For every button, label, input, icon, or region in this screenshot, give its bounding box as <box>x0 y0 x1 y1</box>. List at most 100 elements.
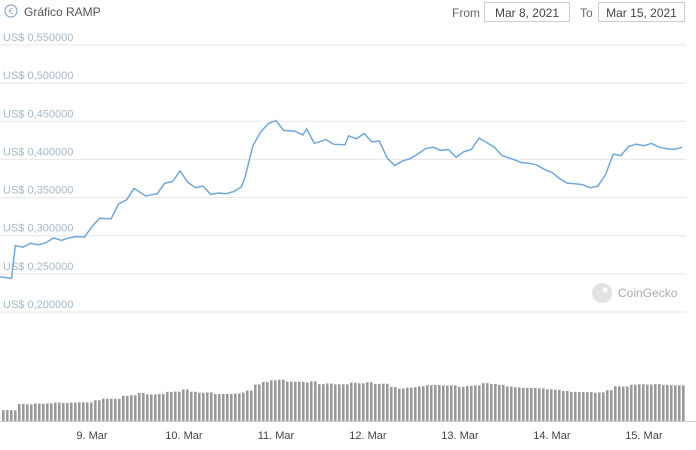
volume-bar <box>134 395 137 421</box>
volume-bar <box>438 384 441 421</box>
price-point <box>681 146 683 148</box>
volume-bar <box>462 386 465 421</box>
volume-bar <box>474 385 477 421</box>
volume-bar <box>114 398 117 421</box>
volume-bar <box>422 386 425 421</box>
volume-bar <box>18 404 21 421</box>
volume-bar <box>418 386 421 421</box>
volume-bar <box>22 404 25 421</box>
volume-bar <box>338 384 341 421</box>
price-point <box>493 146 495 148</box>
price-point <box>409 157 411 159</box>
volume-bar <box>374 383 377 421</box>
volume-bar <box>454 385 457 421</box>
volume-bar <box>498 384 501 421</box>
volume-bar <box>518 387 521 421</box>
price-point <box>673 148 675 150</box>
price-point <box>259 131 261 133</box>
to-date-input[interactable]: Mar 15, 2021 <box>598 2 685 22</box>
y-tick-label: US$ 0,450000 <box>3 108 73 120</box>
volume-bar <box>214 394 217 421</box>
volume-bar <box>366 382 369 421</box>
price-point <box>313 142 315 144</box>
price-point <box>543 168 545 170</box>
volume-bar <box>54 402 57 421</box>
price-point <box>98 217 100 219</box>
price-point <box>110 218 112 220</box>
volume-bar <box>574 391 577 421</box>
volume-bar <box>318 384 321 421</box>
price-point <box>164 182 166 184</box>
price-point <box>635 143 637 145</box>
volume-bar <box>390 387 393 421</box>
volume-bar <box>582 392 585 421</box>
price-point <box>424 148 426 150</box>
volume-bar <box>542 388 545 421</box>
volume-bar <box>402 388 405 421</box>
volume-bar <box>450 385 453 421</box>
price-point <box>210 193 212 195</box>
x-tick-label: 12. Mar <box>349 430 387 442</box>
price-point <box>371 141 373 143</box>
volume-bar <box>550 389 553 421</box>
price-point <box>620 154 622 156</box>
price-point <box>463 151 465 153</box>
chart-header: € Gráfico RAMP From Mar 8, 2021 To Mar 1… <box>0 0 696 30</box>
price-point <box>171 180 173 182</box>
volume-bar <box>662 384 665 421</box>
volume-bar <box>254 384 257 421</box>
volume-bar <box>330 383 333 421</box>
volume-bar <box>646 384 649 421</box>
x-tick-label: 15. Mar <box>625 430 663 442</box>
price-point <box>187 181 189 183</box>
from-date-input[interactable]: Mar 8, 2021 <box>484 2 570 22</box>
price-point <box>179 170 181 172</box>
volume-bar <box>206 392 209 421</box>
volume-bar <box>238 393 241 421</box>
volume-bar <box>278 379 281 421</box>
price-point <box>394 164 396 166</box>
volume-bar <box>558 389 561 421</box>
price-point <box>528 162 530 164</box>
volume-bar <box>306 382 309 421</box>
volume-bar <box>434 384 437 421</box>
volume-bar <box>666 384 669 421</box>
volume-bar <box>654 384 657 421</box>
volume-bar <box>630 384 633 421</box>
volume-bar <box>614 386 617 421</box>
volume-bar <box>478 385 481 421</box>
price-point <box>597 185 599 187</box>
volume-bar <box>242 392 245 421</box>
price-line <box>0 119 683 280</box>
volume-bar <box>58 402 61 421</box>
volume-bar <box>210 392 213 421</box>
price-point <box>133 187 135 189</box>
volume-bar <box>26 404 29 421</box>
volume-bar <box>650 384 653 421</box>
price-point <box>551 171 553 173</box>
y-tick-label: US$ 0,250000 <box>3 261 73 273</box>
volume-bar <box>234 393 237 421</box>
volume-bar <box>102 398 105 421</box>
volume-bar <box>490 384 493 421</box>
volume-bar <box>682 385 685 421</box>
volume-bar <box>270 380 273 421</box>
volume-bar <box>258 384 261 421</box>
volume-bar <box>154 394 157 421</box>
volume-bar <box>578 392 581 421</box>
volume-bar <box>502 384 505 421</box>
from-label: From <box>452 6 480 20</box>
volume-bar <box>122 395 125 421</box>
volume-bar <box>194 391 197 421</box>
volume-bar <box>158 393 161 421</box>
volume-bar <box>166 391 169 421</box>
volume-bar <box>602 392 605 421</box>
volume-bar <box>406 387 409 421</box>
price-point <box>267 122 269 124</box>
x-tick-label: 10. Mar <box>165 430 203 442</box>
volume-bar <box>202 392 205 421</box>
volume-bar <box>30 404 33 421</box>
y-tick-label: US$ 0,550000 <box>3 32 73 44</box>
x-tick-label: 11. Mar <box>258 430 295 442</box>
